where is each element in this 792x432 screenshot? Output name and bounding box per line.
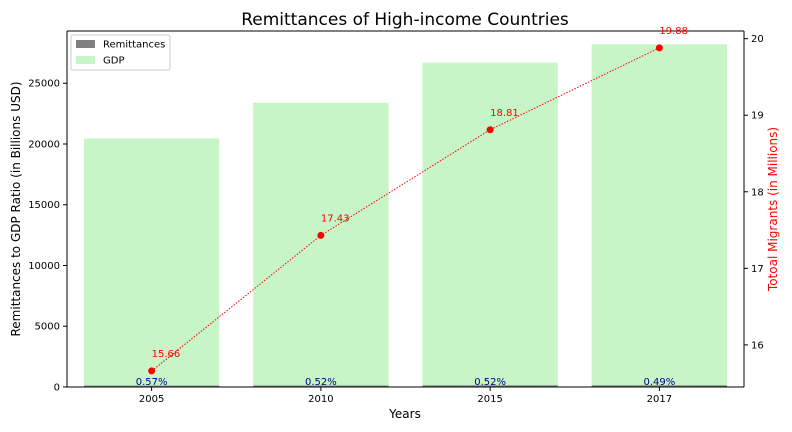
y-axis-title-right: Totoal Migrants (in Millions) [766, 127, 780, 292]
y-tick-label: 10000 [28, 261, 60, 272]
migrants-point [486, 126, 494, 134]
bar-ratio-label: 0.52% [474, 377, 506, 388]
x-axis-title: Years [388, 407, 421, 421]
legend-box [70, 34, 171, 71]
remittances-bar [422, 385, 558, 387]
y-tick-label: 0 [54, 383, 60, 394]
x-tick-label: 2015 [477, 394, 502, 405]
y-axis-title-left: Remittances to GDP Ratio (in Billions US… [9, 81, 23, 336]
y-tick-label: 15000 [28, 200, 60, 211]
remittances-bar [83, 385, 220, 387]
x-tick-label: 2010 [308, 394, 333, 405]
y2-tick-label: 17 [751, 264, 764, 275]
legend-swatch [76, 40, 95, 48]
gdp-bar [83, 138, 220, 387]
y-tick-label: 20000 [28, 139, 60, 150]
y2-tick-label: 18 [751, 187, 764, 198]
migrants-point-label: 18.81 [490, 108, 519, 119]
migrants-line [151, 47, 660, 372]
x-tick-label: 2017 [647, 394, 672, 405]
remittances-bar [253, 385, 389, 387]
y-tick-label: 25000 [28, 79, 60, 90]
chart-title: Remittances of High-income Countries [241, 10, 569, 30]
y2-tick-label: 20 [751, 34, 764, 45]
migrants-point [148, 367, 156, 375]
migrants-point [317, 231, 325, 239]
migrants-point-label: 19.88 [659, 26, 688, 37]
bar-ratio-label: 0.52% [305, 377, 337, 388]
legend-entry-label: Remittances [103, 40, 165, 51]
legend-entry-label: GDP [103, 56, 124, 67]
gdp-bar [591, 44, 728, 388]
remittances-bar [591, 385, 728, 387]
bar-ratio-label: 0.49% [643, 377, 675, 388]
y2-tick-label: 19 [751, 111, 764, 122]
gdp-bar [253, 102, 389, 387]
migrants-point-label: 15.66 [152, 349, 181, 360]
migrants-point [655, 44, 663, 52]
migrants-point-label: 17.43 [321, 213, 350, 224]
gdp-bar [422, 62, 558, 387]
y2-tick-label: 16 [751, 340, 764, 351]
y-tick-label: 5000 [35, 322, 60, 333]
bar-ratio-label: 0.57% [136, 377, 168, 388]
legend-swatch [76, 56, 95, 64]
x-tick-label: 2005 [139, 394, 164, 405]
